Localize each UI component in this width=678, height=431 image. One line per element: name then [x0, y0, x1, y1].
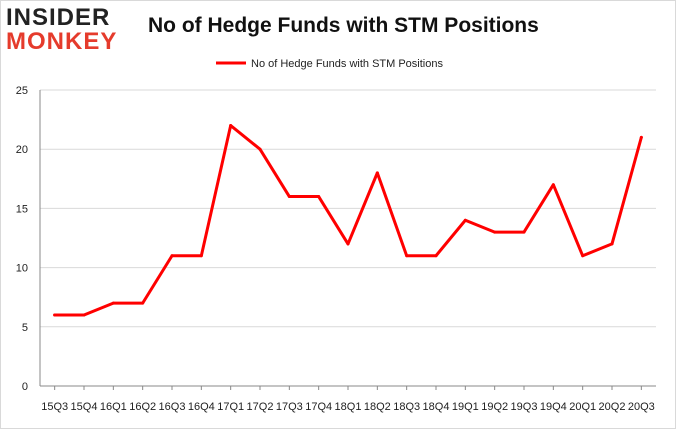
chart-title: No of Hedge Funds with STM Positions	[148, 14, 539, 37]
x-tick-label: 16Q1	[100, 401, 127, 413]
x-tick-label: 17Q1	[217, 401, 244, 413]
data-point	[639, 135, 643, 139]
data-point	[405, 254, 409, 258]
data-point	[610, 242, 614, 246]
data-point	[141, 301, 145, 305]
data-point	[434, 254, 438, 258]
x-tick-label: 20Q2	[599, 401, 626, 413]
x-tick-label: 15Q3	[41, 401, 68, 413]
y-tick-label: 15	[16, 203, 28, 215]
data-point	[551, 183, 555, 187]
insider-monkey-logo: INSIDER MONKEY	[6, 4, 128, 56]
data-point	[317, 195, 321, 199]
axes	[39, 90, 656, 390]
x-tick-label: 18Q4	[423, 401, 450, 413]
y-tick-label: 20	[16, 144, 28, 156]
legend-label: No of Hedge Funds with STM Positions	[251, 58, 443, 70]
y-tick-label: 0	[22, 381, 28, 393]
x-tick-labels: 15Q3 15Q4 16Q1 16Q2 16Q3 16Q4 17Q1 17Q2 17Q3 17Q4…	[41, 401, 655, 413]
x-tick-label: 18Q1	[335, 401, 362, 413]
x-tick-label: 17Q3	[276, 401, 303, 413]
x-tick-label: 19Q1	[452, 401, 479, 413]
data-point	[199, 254, 203, 258]
data-point	[82, 313, 86, 317]
x-tick-label: 16Q4	[188, 401, 215, 413]
x-tick-label: 19Q3	[511, 401, 538, 413]
data-point	[522, 230, 526, 234]
x-tick-label: 18Q3	[393, 401, 420, 413]
data-point	[581, 254, 585, 258]
data-point	[287, 195, 291, 199]
data-point	[463, 218, 467, 222]
data-point	[375, 171, 379, 175]
x-tick-label: 20Q3	[628, 401, 655, 413]
x-tick-label: 17Q4	[305, 401, 332, 413]
data-point	[346, 242, 350, 246]
x-tick-label: 20Q1	[569, 401, 596, 413]
y-tick-labels: 0 5 10 15 20 25	[16, 85, 28, 393]
logo-line-1: INSIDER	[6, 4, 111, 31]
grid-lines	[40, 89, 656, 328]
data-point	[493, 230, 497, 234]
data-point	[111, 301, 115, 305]
data-point	[53, 313, 57, 317]
y-tick-label: 5	[22, 322, 28, 334]
data-point	[258, 147, 262, 151]
series-lines	[53, 124, 643, 317]
x-tick-label: 16Q3	[159, 401, 186, 413]
data-point	[229, 124, 233, 128]
x-tick-label: 19Q2	[481, 401, 508, 413]
series-line-0	[53, 124, 643, 317]
y-tick-label: 25	[16, 85, 28, 97]
x-tick-label: 19Q4	[540, 401, 567, 413]
data-point	[170, 254, 174, 258]
legend: No of Hedge Funds with STM Positions	[216, 58, 443, 70]
y-tick-label: 10	[16, 263, 28, 275]
logo-line-2: MONKEY	[6, 28, 118, 55]
x-tick-label: 16Q2	[129, 401, 156, 413]
x-tick-label: 15Q4	[71, 401, 98, 413]
x-tick-label: 18Q2	[364, 401, 391, 413]
x-tick-label: 17Q2	[247, 401, 274, 413]
